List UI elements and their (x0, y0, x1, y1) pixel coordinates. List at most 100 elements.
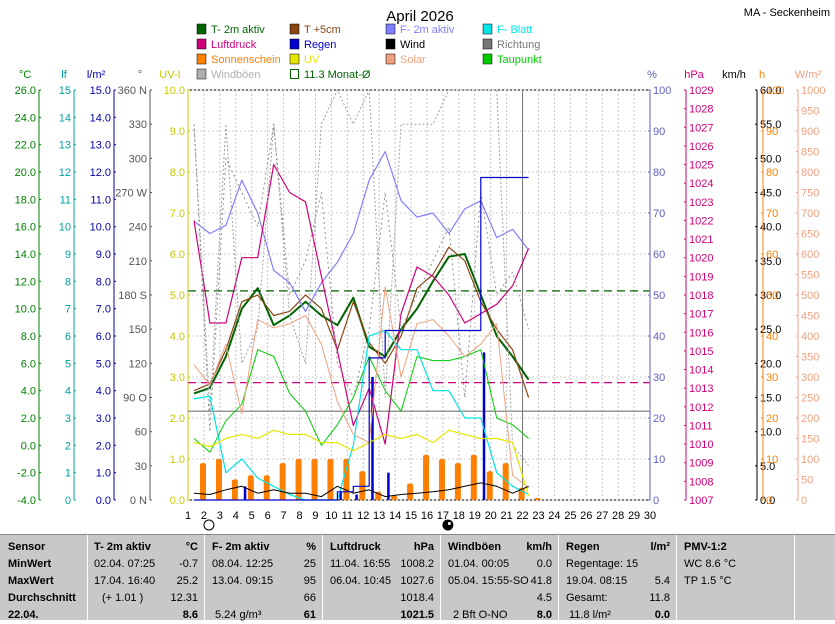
temp-tick-label: 0.0 (21, 440, 36, 452)
press-tick-label: 1015 (689, 346, 713, 358)
day-label: 29 (628, 510, 640, 522)
solar-tick-label: 300 (801, 372, 819, 384)
day-label: 7 (281, 510, 287, 522)
day-label: 23 (532, 510, 544, 522)
dir-tick-label: 0 N (130, 495, 147, 507)
lf-tick-label: 1 (65, 468, 71, 480)
sensor-header: Sensor (8, 539, 45, 556)
sun-tick-label: 80 (766, 167, 778, 179)
x-axis-labels: 1 2 3 4 5 6 7 8 9 10 11 12 13 14 15 16 17 18 19 20 21 22 23 24 2… (185, 510, 656, 522)
dir-tick-label: 90 O (123, 393, 147, 405)
new-moon-icon (443, 520, 453, 530)
sun-tick-label: 60 (766, 249, 778, 261)
legend-swatch (483, 39, 492, 49)
sun-axis-unit: h (759, 69, 765, 81)
pmv-header: PMV-1:2 (684, 539, 727, 556)
sunshine-bar (471, 455, 477, 500)
legend-swatch (483, 54, 492, 64)
legend-label: Richtung (497, 39, 540, 51)
sun-tick-label: 40 (766, 331, 778, 343)
rain-tick-label: 13.0 (90, 140, 111, 152)
day-label: 13 (373, 510, 385, 522)
temp-tick-label: 24.0 (15, 112, 36, 124)
dir-tick-label: 30 (135, 461, 147, 473)
press-tick-label: 1008 (689, 476, 713, 488)
lf-tick-label: 8 (65, 276, 71, 288)
sunshine-bar (359, 471, 365, 500)
lf-tick-label: 6 (65, 331, 71, 343)
sunshine-bar (343, 459, 349, 500)
temp-unit: °C (186, 539, 198, 556)
day-label: 18 (453, 510, 465, 522)
lf-axis-unit: lf (61, 69, 67, 81)
gust-bft: 2 Bft O-NO (453, 607, 507, 624)
hum-axis-unit: % (647, 69, 657, 81)
legend-label: Taupunkt (497, 54, 542, 66)
row-label-avg: Durchschnitt (8, 590, 76, 607)
day-label: 6 (265, 510, 271, 522)
lf-tick-label: 0 (65, 495, 71, 507)
press-max-value: 1027.6 (400, 573, 434, 590)
station-name: MA - Seckenheim (744, 7, 830, 19)
solar-tick-label: 0 (801, 495, 807, 507)
press-tick-label: 1029 (689, 85, 713, 97)
hum-header: F- 2m aktiv (212, 539, 269, 556)
day-label: 25 (564, 510, 576, 522)
lf-tick-label: 12 (59, 167, 71, 179)
hum-min-value: 25 (304, 556, 316, 573)
press-tick-label: 1009 (689, 458, 713, 470)
hum-tick-label: 40 (653, 331, 665, 343)
sun-tick-label: 30 (766, 372, 778, 384)
legend-label: T +5cm (304, 24, 341, 36)
lf-tick-label: 5 (65, 358, 71, 370)
uv-tick-label: 5.0 (170, 290, 185, 302)
dir-tick-label: 210 (129, 256, 147, 268)
uv-tick-label: 7.0 (170, 208, 185, 220)
temp-tick-label: 6.0 (21, 358, 36, 370)
rain-tick-label: 2.0 (96, 440, 111, 452)
day-label: 12 (357, 510, 369, 522)
legend-label: Sonnenschein (211, 54, 281, 66)
lf-tick-label: 14 (59, 112, 71, 124)
uv-axis-unit: UV-I (159, 69, 180, 81)
lf-tick-label: 11 (60, 194, 71, 206)
legend-swatch (483, 24, 492, 34)
weather-chart: April 2026 MA - Seckenheim T- 2m aktiv T … (0, 0, 835, 534)
hum-tick-label: 20 (653, 413, 665, 425)
legend-label: Solar (400, 54, 426, 66)
solar-tick-label: 500 (801, 290, 819, 302)
rain-tick-label: 14.0 (90, 112, 111, 124)
day-label: 2 (201, 510, 207, 522)
uv-tick-label: 0.0 (170, 495, 185, 507)
dir-tick-label: 270 W (115, 188, 147, 200)
full-moon-icon (204, 520, 214, 530)
chart-title: April 2026 (386, 8, 454, 25)
hum-tick-label: 70 (653, 208, 665, 220)
gust-avg-value: 4.5 (537, 590, 552, 607)
sunshine-bar (439, 459, 445, 500)
uv-tick-label: 2.0 (170, 413, 185, 425)
solar-axis-unit: W/m² (795, 69, 822, 81)
dir-tick-label: 60 (135, 427, 147, 439)
rain-days: Regentage: 15 (566, 556, 638, 573)
legend-label: Luftdruck (211, 39, 257, 51)
rain-daily-bar (355, 495, 358, 500)
rain-header: Regen (566, 539, 600, 556)
solar-tick-label: 600 (801, 249, 819, 261)
solar-tick-label: 850 (801, 147, 819, 159)
lf-tick-label: 10 (59, 222, 71, 234)
press-tick-label: 1027 (689, 122, 713, 134)
legend-label: 11.3 Monat-Ø (304, 69, 371, 81)
sunshine-bar (216, 459, 222, 500)
gust-current-value: 8.0 (537, 607, 552, 624)
legend-swatch (197, 69, 206, 79)
day-label: 14 (389, 510, 401, 522)
press-min-value: 1008.2 (400, 556, 434, 573)
day-label: 24 (548, 510, 560, 522)
hum-tick-label: 30 (653, 372, 665, 384)
temp-min-time: 02.04. 07:25 (94, 556, 155, 573)
sunshine-bar (327, 459, 333, 500)
rain-column: Regen l/m² Regentage: 15 19.04. 08:15 5.4 … (559, 535, 677, 621)
legend-swatch (290, 24, 299, 34)
temp-tick-label: 16.0 (15, 222, 36, 234)
